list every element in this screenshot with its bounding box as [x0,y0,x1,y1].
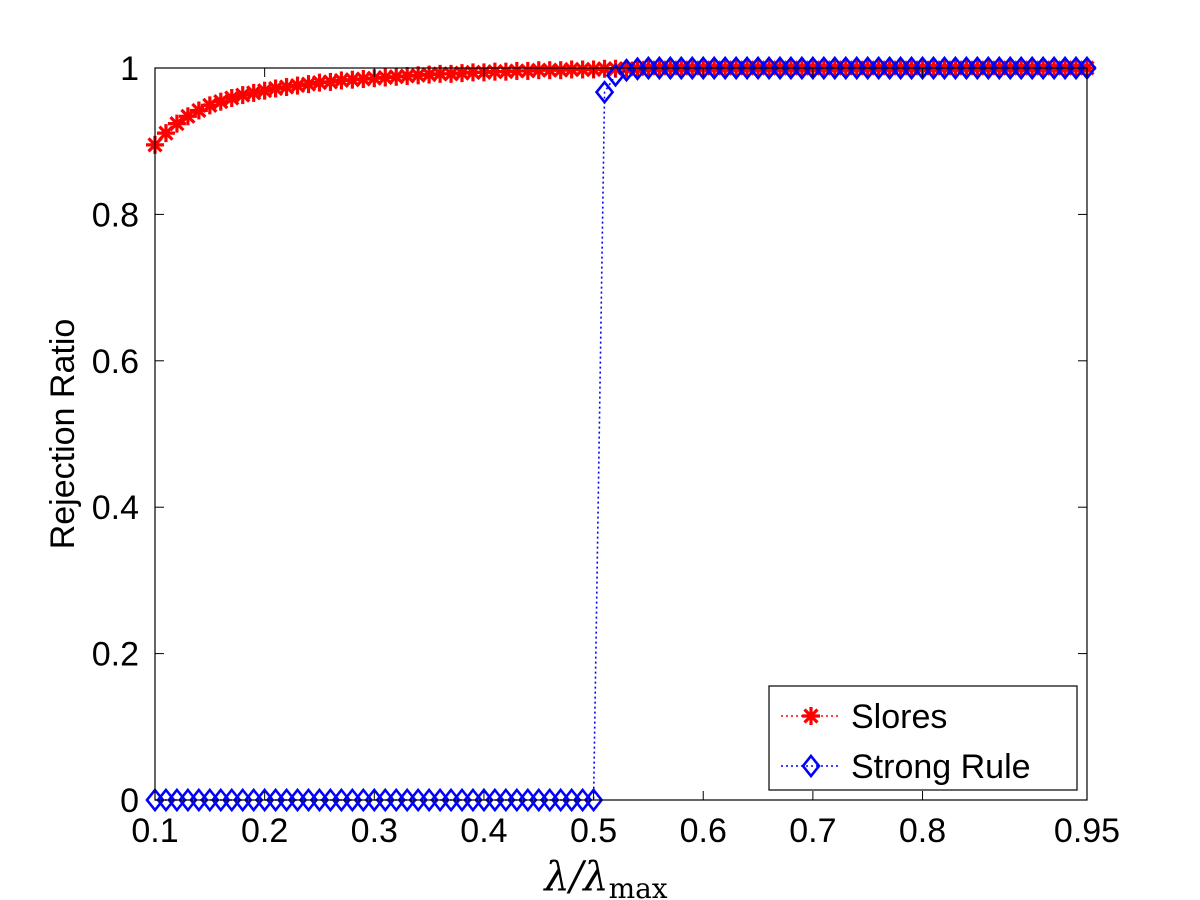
x-tick-label: 0.95 [1054,812,1120,850]
x-tick-label: 0.5 [570,812,617,850]
data-point [167,114,186,133]
data-point [583,787,604,813]
x-tick-label: 0.8 [899,812,946,850]
y-axis: 0 0.2 0.4 0.6 0.8 1 [92,50,1087,820]
legend-label: Slores [851,698,947,736]
legend-item: Slores [781,698,947,736]
y-tick-label: 0 [120,782,139,820]
y-tick-label: 0.4 [92,489,139,527]
legend-marker [802,707,820,725]
legend-item: Strong Rule [781,748,1031,786]
axes-box [154,67,1088,801]
x-axis-label-subscript: max [609,872,668,900]
y-tick-label: 0.8 [92,196,139,234]
legend: Slores Strong Rule [768,685,1078,791]
x-axis-label-main: λ/λ [542,854,608,900]
y-tick-label: 1 [120,50,139,88]
data-point [255,81,274,100]
x-tick-label: 0.6 [680,812,727,850]
data-point [594,80,615,105]
y-axis-label: Rejection Ratio [44,319,82,550]
x-tick-label: 0.4 [460,812,507,850]
legend-box [768,685,1078,791]
data-point [233,86,252,105]
legend-label: Strong Rule [851,748,1031,786]
x-tick-label: 0.7 [789,812,836,850]
x-tick-label: 0.2 [241,812,288,850]
x-tick-label: 0.1 [131,812,178,850]
x-axis: 0.1 0.2 0.3 0.4 0.5 0.6 0.7 0.8 0.95 [131,68,1120,850]
x-tick-label: 0.3 [351,812,398,850]
y-tick-label: 0.2 [92,636,139,674]
x-axis-label: λ/λmax [542,854,667,900]
data-point [540,61,559,80]
legend-marker [801,753,821,779]
data-point [244,83,263,102]
y-tick-label: 0.6 [92,343,139,381]
